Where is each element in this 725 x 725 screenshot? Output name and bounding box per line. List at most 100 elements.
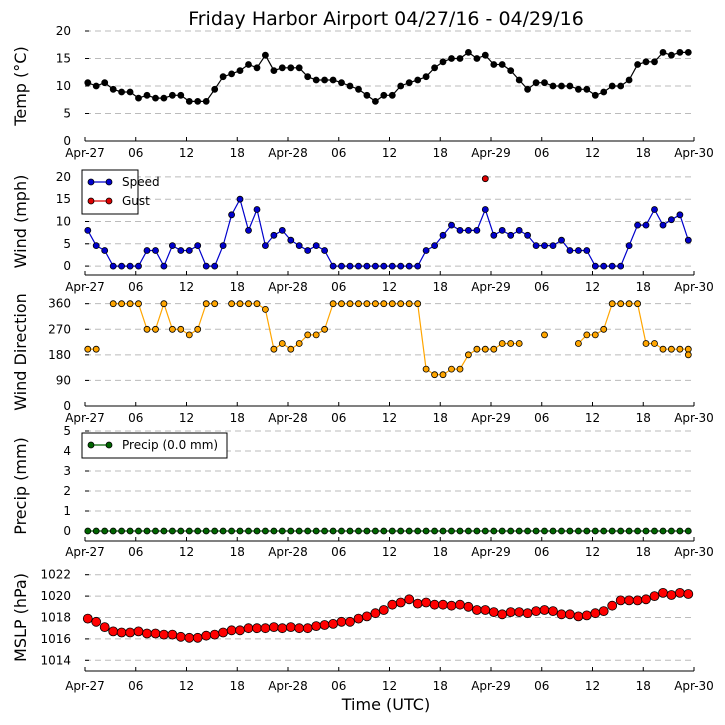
x-tick-label-mslp: Apr-28 [268, 679, 308, 693]
data-point-wind [338, 262, 345, 270]
data-point-wind [236, 195, 244, 203]
data-point-wind [135, 262, 142, 270]
x-tick-label-temp: 12 [382, 146, 397, 160]
data-point-wind [211, 262, 219, 270]
data-point-temp [397, 82, 405, 90]
data-point-precip [278, 527, 286, 535]
x-tick-label-dir: Apr-29 [471, 411, 511, 425]
data-point-mslp [404, 594, 415, 605]
data-point-mslp [598, 606, 609, 616]
data-point-precip [481, 527, 489, 535]
data-point-precip [490, 527, 498, 535]
data-point-mslp [260, 623, 271, 634]
x-tick-label-precip: Apr-30 [674, 545, 714, 559]
data-point-temp [84, 79, 92, 87]
data-point-wind [126, 262, 134, 270]
data-point-dir [295, 340, 303, 347]
legend-marker-wind [105, 178, 113, 186]
data-point-mslp [82, 613, 93, 624]
y-tick-label-dir: 180 [48, 348, 71, 362]
data-point-dir [185, 331, 193, 339]
y-tick-label-wind: 5 [63, 237, 71, 251]
data-point-mslp [268, 622, 279, 632]
x-tick-label-wind: 06 [128, 280, 143, 294]
data-point-wind [152, 247, 159, 254]
data-point-wind [160, 262, 168, 270]
data-point-mslp [581, 610, 592, 621]
data-point-dir [642, 340, 650, 347]
x-tick-label-dir: Apr-30 [674, 411, 714, 425]
data-point-wind [329, 262, 337, 270]
data-point-temp [566, 82, 574, 90]
data-point-precip [355, 527, 362, 535]
data-point-precip [228, 527, 236, 535]
data-point-temp [473, 55, 481, 62]
data-point-dir [253, 300, 261, 308]
data-point-mslp [184, 632, 195, 643]
data-point-dir [236, 300, 244, 308]
data-point-mslp [683, 589, 694, 599]
data-point-wind [668, 216, 675, 224]
y-tick-label-precip: 3 [63, 464, 71, 478]
legend-marker-precip [87, 441, 95, 449]
y-tick-label-temp: 15 [56, 52, 71, 66]
data-point-temp [490, 61, 498, 68]
data-point-dir [456, 365, 464, 373]
data-point-wind [634, 221, 641, 229]
data-point-precip [126, 527, 134, 535]
x-tick-label-mslp: 12 [585, 679, 600, 693]
y-tick-label-wind: 15 [56, 192, 71, 206]
data-point-temp [92, 82, 100, 90]
data-point-precip [101, 527, 109, 535]
x-tick-label-wind: 12 [179, 280, 194, 294]
y-tick-label-precip: 2 [63, 484, 71, 498]
data-point-temp [168, 91, 176, 99]
data-point-dir [498, 340, 506, 347]
y-axis-label-temp: Temp (°C) [11, 46, 30, 126]
data-point-temp [371, 98, 379, 105]
data-point-temp [583, 85, 591, 93]
data-point-temp [312, 76, 320, 84]
data-point-temp [515, 76, 523, 84]
data-point-wind [194, 242, 202, 250]
data-point-mslp [624, 595, 634, 606]
data-point-temp [558, 82, 565, 90]
legend-marker-wind [105, 197, 113, 205]
data-point-precip [84, 527, 92, 535]
legend-wind: Speed Gust [81, 169, 160, 215]
data-point-precip [185, 527, 193, 535]
legend-marker-wind [87, 178, 95, 186]
data-point-precip [617, 527, 625, 535]
data-point-dir [473, 345, 481, 353]
data-point-temp [405, 79, 413, 87]
y-tick-label-dir: 270 [48, 322, 71, 336]
data-point-temp [388, 91, 396, 99]
data-point-mslp [378, 605, 389, 615]
legend-label-precip: Precip (0.0 mm) [122, 438, 218, 452]
data-point-precip [583, 527, 591, 535]
series-line-wind [87, 197, 689, 268]
data-point-mslp [514, 607, 525, 617]
data-point-dir [676, 345, 684, 353]
x-tick-label-mslp: 06 [128, 679, 143, 693]
data-point-temp [304, 73, 312, 81]
x-tick-label-precip: 12 [179, 545, 194, 559]
x-tick-label-precip: 18 [433, 545, 448, 559]
data-point-precip [414, 527, 422, 535]
x-tick-label-temp: 06 [331, 146, 346, 160]
data-point-temp [507, 67, 515, 74]
data-point-wind [549, 242, 557, 250]
x-tick-label-wind: 06 [331, 280, 346, 294]
data-point-dir [431, 371, 439, 379]
data-point-temp [684, 49, 692, 56]
data-point-dir [304, 331, 312, 339]
x-tick-label-temp: 06 [534, 146, 549, 160]
data-point-mslp [294, 623, 305, 634]
data-point-temp [355, 85, 362, 93]
x-tick-label-mslp: Apr-27 [65, 679, 105, 693]
data-point-mslp [252, 623, 262, 634]
data-point-wind [363, 262, 371, 270]
data-point-precip [109, 527, 117, 535]
